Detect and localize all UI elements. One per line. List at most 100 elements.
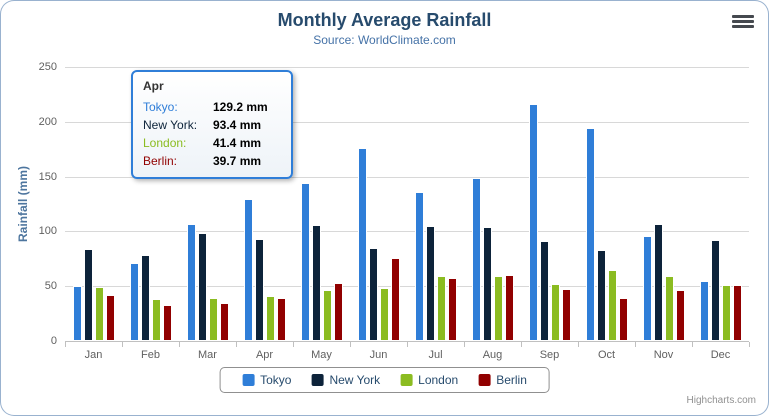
legend: Tokyo New York London Berlin	[219, 367, 550, 393]
legend-symbol	[242, 374, 255, 386]
bar-berlin-dec[interactable]	[732, 285, 742, 341]
bar-tokyo-apr[interactable]	[243, 199, 253, 341]
x-axis-label: Apr	[255, 349, 274, 361]
x-axis-tick	[407, 342, 408, 347]
y-axis-label: 100	[38, 225, 57, 238]
chart-title: Monthly Average Rainfall	[277, 10, 492, 30]
bar-tokyo-mar[interactable]	[186, 224, 196, 341]
tooltip-series-name: New York:	[143, 118, 198, 132]
bar-berlin-feb[interactable]	[162, 304, 172, 341]
bar-london-may[interactable]	[322, 289, 332, 341]
bar-london-apr[interactable]	[265, 295, 275, 341]
bar-london-jul[interactable]	[436, 276, 446, 341]
legend-item-tokyo[interactable]: Tokyo	[242, 373, 291, 387]
bar-tokyo-jun[interactable]	[357, 148, 367, 341]
bar-berlin-apr[interactable]	[276, 297, 286, 341]
bar-new-york-jun[interactable]	[368, 248, 378, 341]
bar-new-york-apr[interactable]	[254, 238, 264, 341]
legend-symbol	[400, 374, 413, 386]
bar-berlin-nov[interactable]	[675, 289, 685, 341]
bar-london-sep[interactable]	[550, 283, 560, 341]
x-axis-line	[65, 341, 749, 342]
x-axis-tick	[350, 342, 351, 347]
legend-label: Berlin	[496, 373, 527, 387]
tooltip-row: London: 41.4 mm	[143, 134, 281, 152]
tooltip-header: Apr	[143, 79, 164, 93]
x-axis-label: Jul	[428, 349, 443, 361]
bar-tokyo-dec[interactable]	[699, 281, 709, 341]
bar-tokyo-sep[interactable]	[528, 103, 538, 341]
legend-label: Tokyo	[260, 373, 292, 387]
x-axis-label: May	[311, 349, 332, 361]
legend-symbol	[478, 374, 491, 386]
x-axis-label: Jan	[84, 349, 103, 361]
bar-tokyo-jan[interactable]	[72, 286, 82, 341]
bar-new-york-may[interactable]	[311, 224, 321, 341]
tooltip-series-name: London:	[143, 136, 187, 150]
gridline	[65, 121, 749, 123]
bar-tokyo-jul[interactable]	[414, 192, 424, 341]
bar-tokyo-oct[interactable]	[585, 128, 595, 341]
tooltip: Apr Tokyo: 129.2 mm New York: 93.4 mm London…	[131, 70, 293, 179]
bar-new-york-dec[interactable]	[710, 239, 720, 341]
bar-london-feb[interactable]	[151, 298, 161, 341]
tooltip-value: 39.7 mm	[213, 154, 262, 168]
legend-item-london[interactable]: London	[400, 373, 458, 387]
bar-tokyo-may[interactable]	[300, 183, 310, 341]
bar-new-york-nov[interactable]	[653, 224, 663, 341]
bar-london-dec[interactable]	[721, 284, 731, 341]
bar-berlin-jun[interactable]	[390, 258, 400, 341]
bar-new-york-aug[interactable]	[482, 226, 492, 341]
bar-berlin-jan[interactable]	[105, 294, 115, 341]
x-axis-tick	[293, 342, 294, 347]
hamburger-icon	[732, 20, 754, 23]
legend-symbol	[311, 374, 324, 386]
tooltip-value: 41.4 mm	[213, 136, 262, 150]
x-axis-tick	[635, 342, 636, 347]
x-axis-label: Oct	[597, 349, 616, 361]
y-axis-label: 150	[38, 170, 57, 183]
bar-new-york-oct[interactable]	[596, 249, 606, 341]
x-axis-label: Mar	[198, 349, 217, 361]
bar-tokyo-feb[interactable]	[129, 262, 139, 341]
bar-berlin-jul[interactable]	[447, 278, 457, 341]
bar-berlin-oct[interactable]	[618, 298, 628, 341]
bar-berlin-aug[interactable]	[504, 274, 514, 341]
x-axis-label: Dec	[710, 349, 731, 361]
bar-berlin-may[interactable]	[333, 283, 343, 341]
x-axis-label: Nov	[653, 349, 674, 361]
x-axis-label: Sep	[539, 349, 560, 361]
x-axis-tick	[179, 342, 180, 347]
bar-london-aug[interactable]	[493, 275, 503, 341]
legend-item-berlin[interactable]: Berlin	[478, 373, 527, 387]
y-axis-label: 50	[44, 280, 57, 293]
bar-new-york-jul[interactable]	[425, 225, 435, 341]
tooltip-rows: Tokyo: 129.2 mm New York: 93.4 mm London: 41.…	[143, 98, 281, 170]
credits-link[interactable]: Highcharts.com	[686, 395, 756, 406]
tooltip-row: New York: 93.4 mm	[143, 116, 281, 134]
bar-london-mar[interactable]	[208, 297, 218, 341]
bar-new-york-sep[interactable]	[539, 241, 549, 341]
bar-new-york-jan[interactable]	[83, 249, 93, 341]
bar-tokyo-aug[interactable]	[471, 178, 481, 341]
bar-berlin-sep[interactable]	[561, 288, 571, 341]
bar-new-york-feb[interactable]	[140, 254, 150, 341]
x-axis-label: Aug	[482, 349, 503, 361]
bar-london-jun[interactable]	[379, 288, 389, 341]
bar-new-york-mar[interactable]	[197, 233, 207, 341]
bar-london-jan[interactable]	[94, 287, 104, 341]
export-menu-button[interactable]	[732, 15, 754, 33]
y-axis-label: 250	[38, 61, 57, 73]
legend-label: New York	[329, 373, 381, 387]
x-axis-tick	[122, 342, 123, 347]
tooltip-row: Tokyo: 129.2 mm	[143, 98, 281, 116]
legend-item-new-york[interactable]: New York	[311, 373, 380, 387]
x-axis-tick	[749, 342, 750, 347]
x-axis-tick	[464, 342, 465, 347]
bar-tokyo-nov[interactable]	[642, 236, 652, 341]
bar-london-oct[interactable]	[607, 269, 617, 341]
bar-berlin-mar[interactable]	[219, 303, 229, 341]
tooltip-row: Berlin: 39.7 mm	[143, 152, 281, 170]
bar-london-nov[interactable]	[664, 276, 674, 341]
